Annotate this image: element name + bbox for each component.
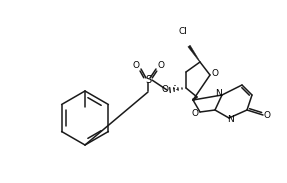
Text: O: O (191, 109, 199, 117)
Text: Cl: Cl (179, 27, 187, 36)
Text: ·: · (175, 85, 179, 98)
Text: O: O (212, 70, 218, 79)
Text: O: O (162, 85, 168, 94)
Polygon shape (188, 45, 200, 62)
Text: ·: · (172, 83, 176, 96)
Text: O: O (158, 61, 164, 70)
Text: ·: · (173, 81, 177, 94)
Text: S: S (145, 75, 151, 85)
Text: O: O (263, 111, 271, 119)
Text: N: N (215, 89, 221, 98)
Polygon shape (192, 97, 197, 101)
Text: N: N (227, 115, 233, 124)
Text: O: O (133, 61, 139, 70)
